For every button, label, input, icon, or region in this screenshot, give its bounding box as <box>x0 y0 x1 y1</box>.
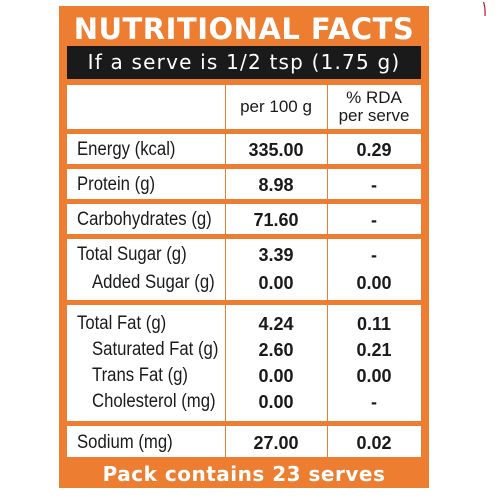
row-total-fat-rda: 0.11 <box>356 314 392 334</box>
header-per-100g: per 100 g <box>240 97 312 116</box>
row-protein-name: Protein (g) <box>77 174 156 195</box>
row-trans-fat-per100: 0.00 <box>258 366 294 386</box>
row-divider <box>67 300 421 305</box>
row-sodium-name: Sodium (mg) <box>77 432 173 453</box>
row-saturated-fat-per100: 2.60 <box>258 340 294 360</box>
row-total-fat-name: Total Fat (g) <box>77 313 167 334</box>
row-energy-per100: 335.00 <box>248 140 304 160</box>
row-total-fat-per100: 4.24 <box>258 314 294 334</box>
nutrition-label: NUTRITIONAL FACTS If a serve is 1/2 tsp … <box>59 6 429 488</box>
row-divider <box>67 421 421 426</box>
row-cholesterol-name: Cholesterol (mg) <box>92 391 216 412</box>
serving-size-bar: If a serve is 1/2 tsp (1.75 g) <box>67 46 421 79</box>
row-total-sugar-name: Total Sugar (g) <box>77 244 187 265</box>
row-divider <box>67 199 421 204</box>
row-saturated-fat-name: Saturated Fat (g) <box>92 339 219 360</box>
header-rda-line1: % RDA <box>346 88 402 107</box>
row-carbohydrates-name: Carbohydrates (g) <box>77 209 212 230</box>
nutrition-table: per 100 g % RDA per serve Energy (kcal) … <box>67 85 421 457</box>
row-total-sugar-rda: - <box>371 245 377 265</box>
row-carbohydrates-rda: - <box>371 210 377 230</box>
pack-serves-footer: Pack contains 23 serves <box>102 462 386 486</box>
row-trans-fat-rda: 0.00 <box>356 366 392 386</box>
row-sodium-rda: 0.02 <box>356 433 392 453</box>
label-title: NUTRITIONAL FACTS <box>73 12 415 46</box>
row-added-sugar-rda: 0.00 <box>356 273 392 293</box>
row-saturated-fat-rda: 0.21 <box>356 340 392 360</box>
row-divider <box>67 164 421 169</box>
row-divider <box>67 234 421 239</box>
row-protein-per100: 8.98 <box>258 175 294 195</box>
column-divider <box>225 85 226 457</box>
row-total-sugar-per100: 3.39 <box>258 245 294 265</box>
row-cholesterol-rda: - <box>371 392 377 412</box>
row-divider <box>67 129 421 134</box>
row-carbohydrates-per100: 71.60 <box>253 210 299 230</box>
row-added-sugar-name: Added Sugar (g) <box>92 272 215 293</box>
row-energy-name: Energy (kcal) <box>77 139 176 160</box>
header-rda-line2: per serve <box>338 106 410 125</box>
row-sodium-per100: 27.00 <box>253 433 299 453</box>
row-trans-fat-name: Trans Fat (g) <box>92 365 189 386</box>
row-added-sugar-per100: 0.00 <box>258 273 294 293</box>
row-cholesterol-per100: 0.00 <box>258 392 294 412</box>
corner-accent-icon <box>483 2 486 16</box>
row-energy-rda: 0.29 <box>356 140 392 160</box>
row-protein-rda: - <box>371 175 377 195</box>
column-divider <box>327 85 328 457</box>
